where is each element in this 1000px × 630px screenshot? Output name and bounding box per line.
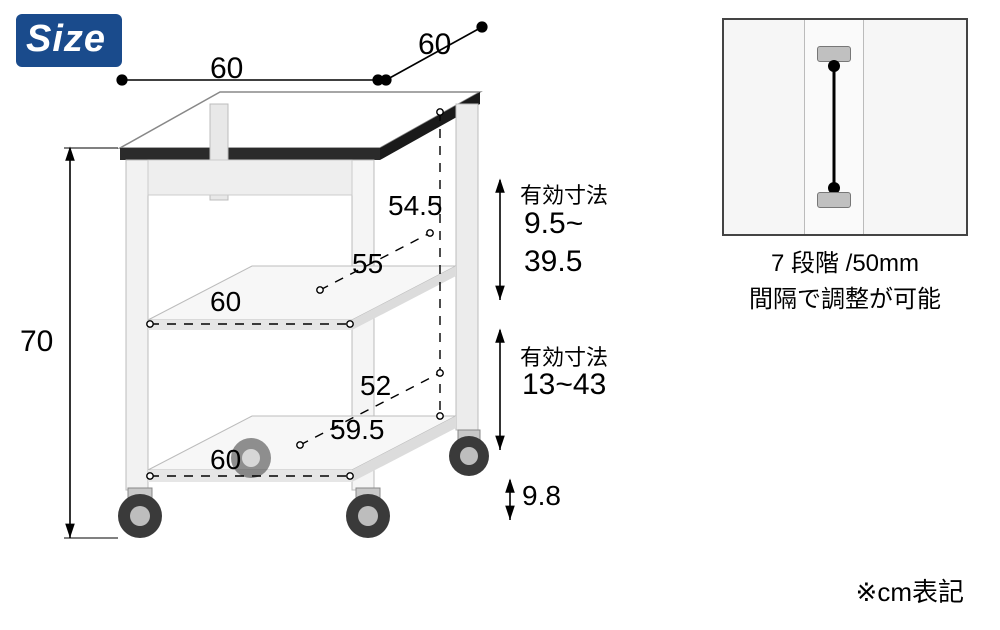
dim-gap-52: 52 (360, 370, 391, 402)
detail-box (722, 18, 968, 236)
caster (449, 430, 489, 476)
leg-closeup (804, 20, 864, 234)
cart-body (118, 92, 489, 538)
dim-bot-back-595: 59.5 (330, 414, 385, 446)
detail-line1: 7 段階 /50mm (771, 250, 919, 277)
dim-top-depth: 60 (418, 28, 451, 62)
dim-height-total: 70 (20, 325, 53, 359)
dimension-svg (0, 0, 700, 625)
peg-bottom (817, 192, 851, 208)
dim-top-width: 60 (210, 52, 243, 86)
detail-caption: 7 段階 /50mm 間隔で調整が可能 (720, 246, 970, 318)
eff-lower-range: 13~43 (522, 368, 606, 402)
dim-bot-front-60: 60 (210, 444, 241, 476)
eff-upper-range: 9.5~ 39.5 (524, 205, 583, 280)
caster (118, 488, 162, 538)
dim-caster-98: 9.8 (522, 480, 561, 512)
peg-range-line (833, 66, 836, 188)
unit-note: ※cm表記 (856, 572, 964, 609)
product-dimension-figure (0, 0, 700, 625)
caster (346, 488, 390, 538)
adjustment-detail-panel: 7 段階 /50mm 間隔で調整が可能 (720, 18, 970, 318)
dim-mid-back-55: 55 (352, 248, 383, 280)
range-dot-top (828, 60, 840, 72)
dim-inner-545: 54.5 (388, 190, 443, 222)
dim-mid-front-60: 60 (210, 286, 241, 318)
detail-line2: 間隔で調整が可能 (749, 286, 941, 313)
